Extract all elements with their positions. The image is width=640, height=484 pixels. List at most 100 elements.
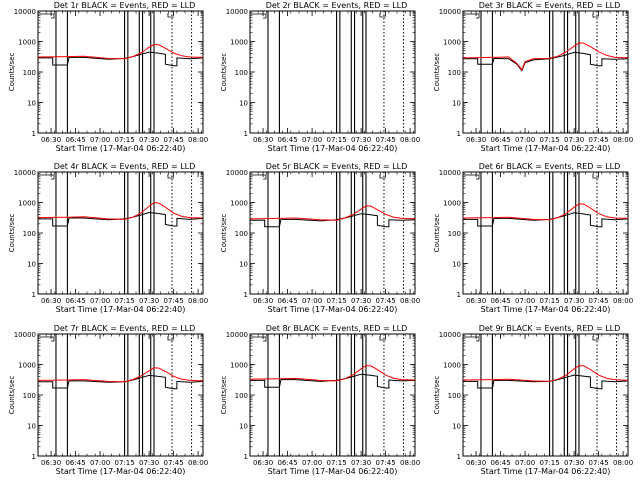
x-tick-label: 07:30 — [139, 136, 159, 144]
y-tick-label: 1000 — [443, 39, 461, 47]
x-tick-label: 07:30 — [351, 297, 371, 305]
detector-panel: Det 2r BLACK = Events, RED = LLD 1 10 100 10… — [220, 1, 420, 153]
panel-title: Det 3r BLACK = Events, RED = LLD — [479, 1, 621, 10]
plot-frame — [249, 10, 416, 134]
x-tick-label: 06:30 — [41, 136, 61, 144]
y-tick-label: 100 — [448, 230, 461, 238]
detector-panel: Det 5r BLACK = Events, RED = LLD 1 10 100 10… — [220, 162, 420, 314]
y-tick-label: 1000 — [18, 200, 36, 208]
x-axis-label: Start Time (17-Mar-04 06:22:40) — [56, 144, 186, 153]
x-tick-label: 07:30 — [351, 459, 371, 467]
y-tick-label: 10 — [27, 261, 36, 269]
x-tick-label: 08:00 — [188, 297, 208, 305]
saa-flag-marker — [464, 336, 480, 342]
saa-flag-marker — [39, 336, 55, 342]
y-tick-label: 100 — [235, 230, 248, 238]
y-tick-label: 10 — [452, 261, 461, 269]
saa-flag-marker — [251, 174, 267, 180]
y-tick-label: 100 — [235, 69, 248, 77]
x-tick-label: 07:00 — [90, 459, 110, 467]
y-tick-label: 10000 — [226, 331, 248, 339]
x-tick-label: 07:45 — [376, 297, 396, 305]
x-tick-label: 08:00 — [400, 136, 420, 144]
x-axis-label: Start Time (17-Mar-04 06:22:40) — [268, 144, 398, 153]
x-tick-label: 08:00 — [400, 297, 420, 305]
x-tick-label: 08:00 — [188, 459, 208, 467]
panel-title: Det 2r BLACK = Events, RED = LLD — [266, 1, 408, 10]
detector-panel: Det 7r BLACK = Events, RED = LLD 1 10 100 10… — [8, 324, 208, 476]
y-axis-label: Counts/sec — [8, 214, 16, 253]
lld-rate-line — [37, 201, 204, 220]
x-tick-label: 07:45 — [164, 136, 184, 144]
night-flag-marker — [167, 13, 174, 18]
y-tick-label: 1000 — [443, 362, 461, 370]
x-tick-label: 07:15 — [114, 297, 134, 305]
y-tick-label: 1000 — [18, 39, 36, 47]
x-tick-label: 07:30 — [351, 136, 371, 144]
night-flag-marker — [592, 13, 599, 18]
x-tick-label: 06:45 — [277, 136, 297, 144]
y-tick-label: 10 — [239, 100, 248, 108]
panel-title: Det 4r BLACK = Events, RED = LLD — [54, 162, 196, 171]
x-axis-label: Start Time (17-Mar-04 06:22:40) — [481, 467, 611, 476]
x-tick-label: 06:45 — [490, 136, 510, 144]
events-rate-line — [250, 213, 416, 228]
x-tick-label: 07:45 — [589, 297, 609, 305]
panel-title: Det 7r BLACK = Events, RED = LLD — [54, 324, 196, 333]
y-axis-label: Counts/sec — [8, 53, 16, 92]
y-tick-label: 10000 — [226, 8, 248, 16]
plot-frame — [462, 10, 629, 134]
y-tick-label: 100 — [23, 230, 36, 238]
x-tick-label: 06:30 — [253, 136, 273, 144]
y-tick-label: 1 — [457, 291, 461, 299]
y-tick-label: 10 — [452, 100, 461, 108]
y-axis-label: Counts/sec — [220, 53, 228, 92]
x-tick-label: 06:30 — [466, 459, 486, 467]
x-tick-label: 07:15 — [326, 297, 346, 305]
y-tick-label: 10000 — [14, 331, 36, 339]
x-tick-label: 06:45 — [65, 136, 85, 144]
events-rate-line — [463, 51, 629, 72]
x-tick-label: 07:30 — [139, 459, 159, 467]
panel-title: Det 6r BLACK = Events, RED = LLD — [479, 162, 621, 171]
events-rate-line — [38, 211, 204, 227]
x-tick-label: 06:30 — [466, 136, 486, 144]
x-tick-label: 07:30 — [564, 136, 584, 144]
night-flag-marker — [167, 336, 174, 341]
panel-title: Det 1r BLACK = Events, RED = LLD — [54, 1, 196, 10]
detector-panel: Det 8r BLACK = Events, RED = LLD 1 10 100 10… — [220, 324, 420, 476]
x-tick-label: 07:45 — [589, 459, 609, 467]
x-tick-label: 06:45 — [65, 297, 85, 305]
lld-rate-line — [462, 203, 629, 221]
y-tick-label: 10 — [239, 423, 248, 431]
y-tick-label: 10000 — [439, 8, 461, 16]
y-tick-label: 10000 — [439, 169, 461, 177]
y-tick-label: 100 — [235, 392, 248, 400]
y-tick-label: 10000 — [226, 169, 248, 177]
x-tick-label: 07:00 — [90, 297, 110, 305]
y-axis-label: Counts/sec — [220, 376, 228, 415]
detector-panel: Det 6r BLACK = Events, RED = LLD 1 10 100 10… — [433, 162, 633, 314]
x-tick-label: 07:15 — [539, 459, 559, 467]
events-rate-line — [463, 374, 629, 390]
y-tick-label: 100 — [23, 69, 36, 77]
events-rate-line — [250, 373, 416, 389]
x-tick-label: 07:45 — [164, 297, 184, 305]
y-tick-label: 10000 — [14, 8, 36, 16]
x-axis-label: Start Time (17-Mar-04 06:22:40) — [481, 305, 611, 314]
y-tick-label: 1000 — [18, 362, 36, 370]
night-flag-marker — [379, 13, 386, 18]
x-tick-label: 06:30 — [466, 297, 486, 305]
y-tick-label: 10 — [452, 423, 461, 431]
night-flag-marker — [592, 174, 599, 179]
saa-flag-marker — [464, 174, 480, 180]
detector-panel: Det 1r BLACK = Events, RED = LLD 1 10 100 10… — [8, 1, 208, 153]
x-tick-label: 06:45 — [277, 459, 297, 467]
lld-rate-line — [462, 365, 629, 382]
x-axis-label: Start Time (17-Mar-04 06:22:40) — [56, 305, 186, 314]
x-tick-label: 07:15 — [326, 459, 346, 467]
x-tick-label: 07:15 — [326, 136, 346, 144]
saa-flag-marker — [39, 174, 55, 180]
x-tick-label: 07:15 — [539, 136, 559, 144]
